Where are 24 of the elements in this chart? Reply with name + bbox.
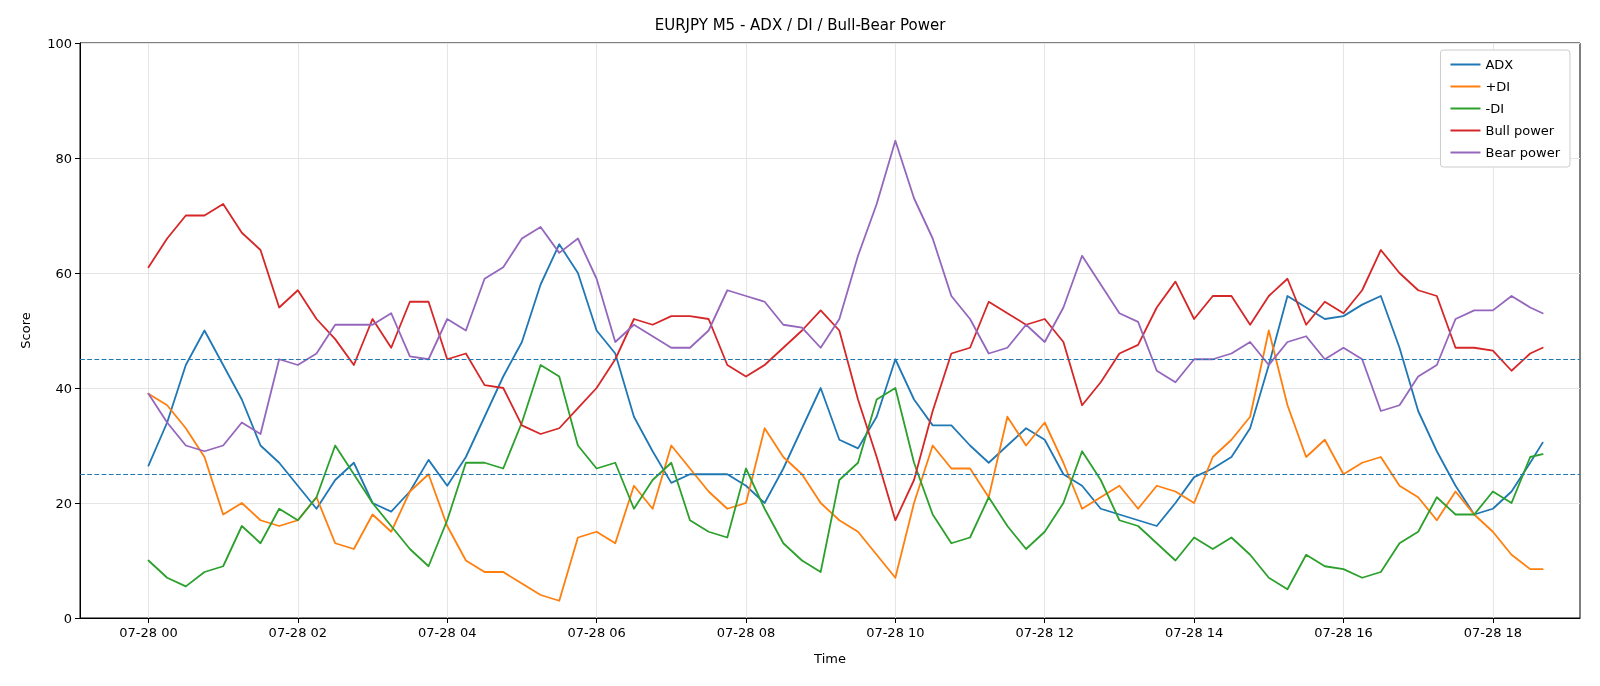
x-tick-label: 07-28 08 bbox=[716, 625, 776, 640]
x-tick-label: 07-28 14 bbox=[1164, 625, 1224, 640]
y-tick-label: 40 bbox=[55, 380, 72, 396]
y-axis-title: Score bbox=[18, 312, 33, 349]
x-tick-label: 07-28 12 bbox=[1015, 625, 1074, 640]
legend-label: ADX bbox=[1485, 57, 1514, 72]
x-tick-label: 07-28 16 bbox=[1314, 625, 1373, 640]
x-axis-title: Time bbox=[813, 651, 846, 666]
x-tick-label: 07-28 06 bbox=[567, 625, 626, 640]
chart-title: EURJPY M5 - ADX / DI / Bull-Bear Power bbox=[654, 15, 947, 34]
y-tick-label: 100 bbox=[47, 35, 72, 51]
x-tick-label: 07-28 18 bbox=[1463, 625, 1523, 640]
legend-label: +DI bbox=[1485, 79, 1511, 94]
y-tick-label: 0 bbox=[63, 610, 72, 626]
x-tick-label: 07-28 02 bbox=[268, 625, 328, 640]
x-tick-label: 07-28 04 bbox=[417, 625, 477, 640]
legend-label: -DI bbox=[1485, 101, 1505, 116]
legend-label: Bear power bbox=[1485, 145, 1561, 160]
x-tick-label: 07-28 00 bbox=[119, 625, 178, 640]
x-tick-label: 07-28 10 bbox=[866, 625, 925, 640]
y-tick-label: 80 bbox=[55, 150, 72, 166]
y-tick-label: 20 bbox=[55, 495, 72, 511]
legend-label: Bull power bbox=[1485, 123, 1555, 138]
y-tick-label: 60 bbox=[55, 265, 72, 281]
